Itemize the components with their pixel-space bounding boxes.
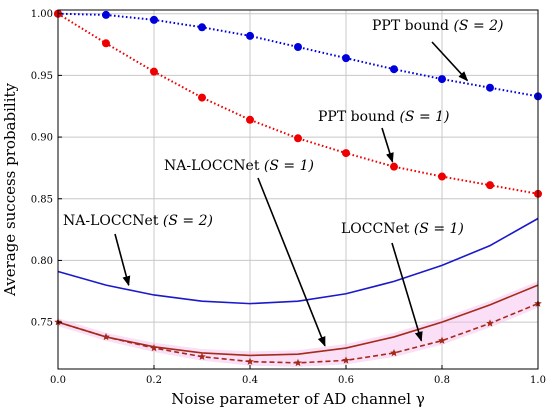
annotation-4-arrow <box>391 242 423 342</box>
plot-frame <box>57 9 539 370</box>
series-2 <box>57 217 539 305</box>
annotation-4-label: LOCCNet <box>341 221 414 237</box>
series-0-point-2 <box>150 15 158 24</box>
x-tick-label-4: 0.8 <box>434 375 450 386</box>
series-0-point-5 <box>294 43 302 52</box>
highlight-band-area <box>58 281 538 367</box>
series-0-point-3 <box>198 23 206 32</box>
y-tick-label-0: 0.75 <box>31 318 53 329</box>
series-4-point-8 <box>438 336 446 344</box>
annotation-2-math: (S = 1) <box>264 158 314 174</box>
annotation-0-label: PPT bound <box>372 18 453 34</box>
y-tick-label-3: 0.90 <box>31 133 53 144</box>
annotation-2-text: NA-LOCCNet (S = 1) <box>164 158 314 174</box>
annotation-4-math: (S = 1) <box>414 221 464 237</box>
y-axis-label: Average success probability <box>1 82 19 297</box>
series-1-point-2 <box>150 67 158 76</box>
x-tick-label-2: 0.4 <box>242 375 258 386</box>
annotation-2-arrow <box>257 177 326 347</box>
series-1 <box>54 9 542 198</box>
series-1-point-4 <box>246 115 254 124</box>
annotation-1: PPT bound (S = 1) <box>318 109 450 163</box>
series-1-point-7 <box>390 162 398 171</box>
series-4-point-2 <box>150 344 158 352</box>
series-line-0 <box>57 12 539 98</box>
series-3 <box>57 284 539 357</box>
series-4-point-4 <box>246 357 254 365</box>
annotation-0: PPT bound (S = 2) <box>372 18 504 82</box>
ticks: 0.0 0.2 0.4 0.6 0.8 1.0 0.75 0.80 0.85 0.90 0.95 1.… <box>31 9 546 386</box>
highlight-band <box>58 281 538 367</box>
y-tick-label-2: 0.85 <box>31 194 53 205</box>
y-tick-label-5: 1.00 <box>31 9 53 20</box>
annotation-1-text: PPT bound (S = 1) <box>318 109 450 125</box>
annotation-4: LOCCNet (S = 1) <box>341 221 464 342</box>
series-4 <box>54 299 542 367</box>
series-1-point-9 <box>486 181 494 190</box>
series-1-point-6 <box>342 149 350 158</box>
annotation-2-label: NA-LOCCNet <box>164 158 264 174</box>
y-tick-label-4: 0.95 <box>31 71 53 82</box>
series-0-point-1 <box>102 10 110 19</box>
series-4-point-1 <box>102 332 110 341</box>
annotation-1-math: (S = 1) <box>399 109 449 125</box>
series-4-point-5 <box>294 358 302 367</box>
series-4-point-6 <box>342 356 350 364</box>
x-axis-label: Noise parameter of AD channel γ <box>171 390 425 408</box>
annotation-3-arrow <box>114 233 131 287</box>
x-tick-label-5: 1.0 <box>530 375 546 386</box>
series-4-point-3 <box>198 352 206 360</box>
series-0-point-9 <box>486 83 494 92</box>
annotation-0-arrow <box>431 41 469 82</box>
annotation-3: NA-LOCCNet (S = 2) <box>63 213 213 287</box>
annotation-3-math: (S = 2) <box>163 213 213 229</box>
x-tick-label-0: 0.0 <box>50 375 66 386</box>
series-1-point-8 <box>438 172 446 181</box>
series-group <box>54 9 542 367</box>
series-line-3 <box>57 284 539 357</box>
annotation-1-arrow <box>381 127 394 163</box>
annotation-3-text: NA-LOCCNet (S = 2) <box>63 213 213 229</box>
annotation-0-text: PPT bound (S = 2) <box>372 18 504 34</box>
annotation-2: NA-LOCCNet (S = 1) <box>164 158 326 347</box>
annotation-3-label: NA-LOCCNet <box>63 213 163 229</box>
series-1-point-5 <box>294 134 302 143</box>
series-1-point-3 <box>198 93 206 102</box>
annotations: PPT bound (S = 2)PPT bound (S = 1)NA-LOC… <box>63 18 504 347</box>
series-0-point-4 <box>246 31 254 40</box>
series-4-point-9 <box>486 319 494 327</box>
series-line-2 <box>57 217 539 305</box>
series-line-1 <box>57 12 539 195</box>
series-0-point-7 <box>390 65 398 74</box>
x-tick-label-1: 0.2 <box>146 375 162 386</box>
series-0-point-8 <box>438 75 446 84</box>
series-1-point-1 <box>102 39 110 48</box>
annotation-1-label: PPT bound <box>318 109 399 125</box>
series-0-point-6 <box>342 54 350 63</box>
series-4-point-7 <box>390 348 398 357</box>
annotation-4-text: LOCCNet (S = 1) <box>341 221 464 237</box>
x-tick-label-3: 0.6 <box>338 375 354 386</box>
y-tick-label-1: 0.80 <box>31 256 53 267</box>
annotation-0-math: (S = 2) <box>453 18 503 34</box>
